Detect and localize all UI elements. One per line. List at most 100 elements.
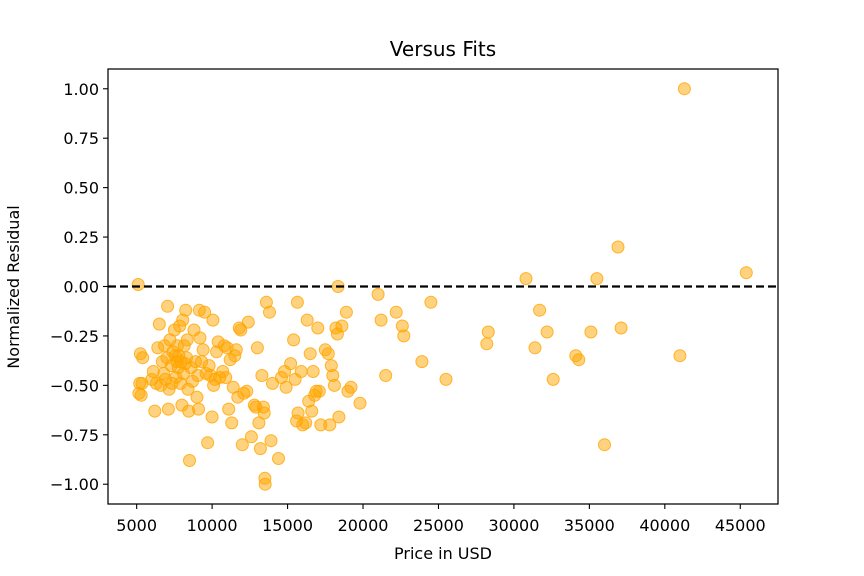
data-point <box>290 295 304 309</box>
data-point <box>235 438 249 452</box>
y-tick-label: 0.75 <box>63 129 99 148</box>
x-tick-label: 45000 <box>715 516 766 535</box>
data-point <box>180 333 194 347</box>
data-point <box>250 341 264 355</box>
data-point <box>598 438 611 452</box>
x-tick-label: 15000 <box>262 516 313 535</box>
data-point <box>339 305 353 319</box>
data-point <box>196 343 210 357</box>
data-point <box>374 313 388 327</box>
data-point <box>335 319 349 333</box>
data-point <box>327 378 341 392</box>
y-axis: 1.00 0.75 0.50 0.25 0.00 −0.25 −0.50 −0.75 −1.00 <box>50 80 108 494</box>
data-point <box>540 325 554 339</box>
y-tick-label: −0.50 <box>50 376 99 395</box>
x-tick-label: 30000 <box>488 516 539 535</box>
data-point <box>528 341 542 355</box>
data-point <box>312 384 326 398</box>
data-point <box>272 452 285 465</box>
data-point <box>152 317 166 331</box>
data-point <box>614 321 628 335</box>
data-point <box>739 266 753 280</box>
data-point <box>234 323 248 337</box>
data-point <box>519 272 533 286</box>
data-point <box>389 305 403 319</box>
data-point <box>287 333 301 347</box>
data-point <box>229 343 243 357</box>
data-point <box>321 347 335 361</box>
data-point <box>533 303 547 317</box>
data-point <box>190 390 204 404</box>
y-tick-label: −0.75 <box>50 426 99 445</box>
data-point <box>244 430 258 444</box>
data-point <box>284 357 298 371</box>
data-point <box>134 388 148 402</box>
data-point <box>279 380 293 394</box>
x-tick-label: 10000 <box>187 516 238 535</box>
data-point <box>677 82 691 96</box>
data-point <box>266 376 279 390</box>
data-point <box>161 402 175 416</box>
data-point <box>161 299 175 313</box>
data-point <box>264 434 278 448</box>
y-tick-label: 0.50 <box>63 179 99 198</box>
data-point <box>136 351 150 365</box>
data-point <box>305 404 319 418</box>
data-point <box>193 331 207 345</box>
data-point <box>590 272 604 286</box>
data-point <box>294 365 308 378</box>
data-point <box>379 369 393 382</box>
data-point <box>219 371 233 384</box>
data-point <box>439 372 453 386</box>
data-point <box>480 337 494 351</box>
y-tick-label: −0.25 <box>50 327 99 346</box>
data-point <box>303 347 317 361</box>
data-point <box>205 410 219 424</box>
data-point <box>299 416 313 430</box>
data-point <box>424 295 438 309</box>
data-point <box>481 325 495 339</box>
data-point <box>546 372 560 386</box>
data-point <box>201 436 215 450</box>
chart-title: Versus Fits <box>390 37 496 61</box>
y-tick-label: 1.00 <box>63 80 99 99</box>
data-point <box>255 369 269 382</box>
x-axis-label: Price in USD <box>394 544 492 563</box>
y-tick-label: 0.00 <box>63 278 99 297</box>
y-tick-label: 0.25 <box>63 228 99 247</box>
data-point <box>572 353 586 367</box>
data-point <box>397 329 411 343</box>
data-point <box>240 384 254 398</box>
data-point <box>673 349 687 363</box>
data-point <box>222 402 236 416</box>
x-tick-label: 25000 <box>413 516 464 535</box>
data-point <box>371 287 385 301</box>
x-axis: 5000 10000 15000 20000 25000 30000 35000 40000 4… <box>116 504 766 535</box>
data-point <box>332 410 346 424</box>
data-point <box>206 313 220 327</box>
x-tick-label: 35000 <box>564 516 615 535</box>
data-point <box>584 325 598 339</box>
data-point <box>611 240 625 254</box>
plot-area <box>108 82 778 491</box>
data-point <box>306 365 320 378</box>
data-point <box>183 454 196 467</box>
data-point <box>353 396 367 410</box>
data-point <box>179 303 193 317</box>
y-tick-label: −1.00 <box>50 475 99 494</box>
data-point <box>198 305 212 319</box>
data-point <box>146 365 160 378</box>
data-point <box>263 305 276 319</box>
data-point <box>323 418 337 432</box>
data-point <box>300 313 314 327</box>
data-point <box>148 404 162 418</box>
data-point <box>344 380 358 394</box>
x-tick-label: 5000 <box>116 516 157 535</box>
data-point <box>241 315 255 329</box>
data-point <box>291 406 305 420</box>
data-point <box>225 416 239 430</box>
data-point <box>192 402 205 416</box>
data-point <box>131 278 145 291</box>
